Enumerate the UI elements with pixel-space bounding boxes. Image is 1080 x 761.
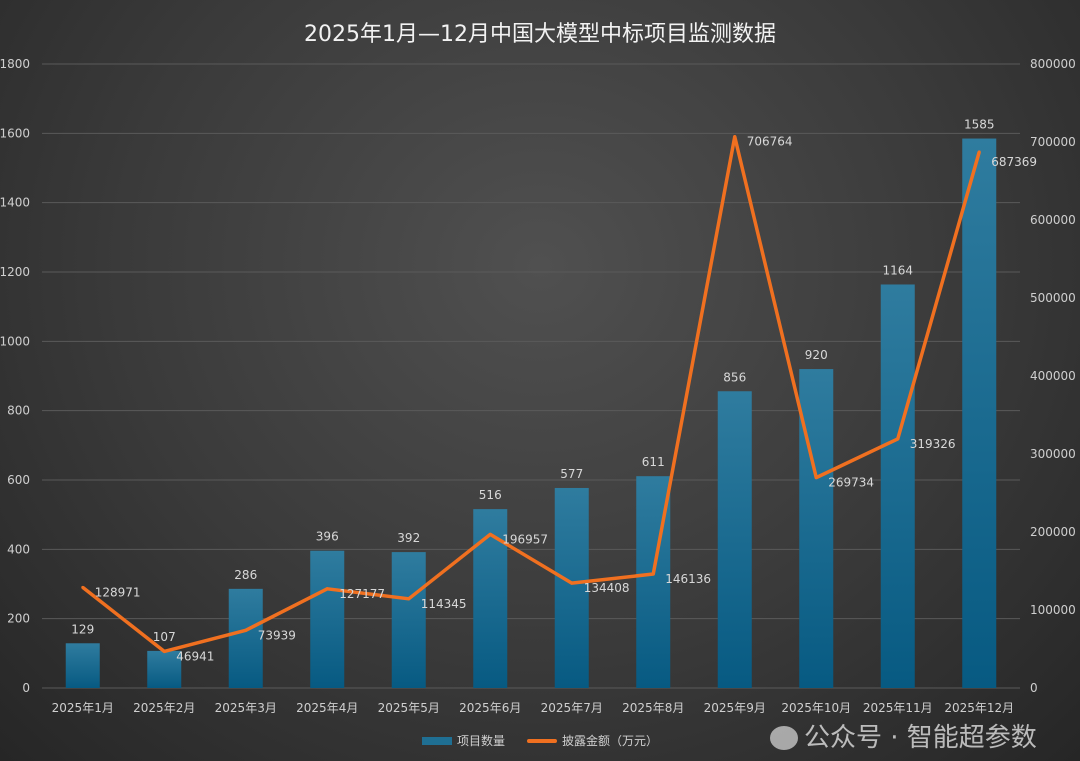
bar-data-label: 286 xyxy=(234,568,257,582)
bar-data-label: 856 xyxy=(723,370,746,384)
bar xyxy=(228,588,263,688)
left-axis-tick: 1400 xyxy=(0,196,30,210)
x-axis-tick: 2025年1月 xyxy=(52,701,114,715)
bar-data-label: 129 xyxy=(71,622,94,636)
x-axis-tick: 2025年3月 xyxy=(215,701,277,715)
line-data-label: 73939 xyxy=(258,628,296,642)
bar xyxy=(880,284,915,688)
line-series xyxy=(81,134,981,654)
bar-data-label: 611 xyxy=(642,455,665,469)
watermark: 公众号 · 智能超参数 xyxy=(770,723,1037,753)
left-axis-tick: 1200 xyxy=(0,265,30,279)
right-axis-tick: 600000 xyxy=(1030,213,1076,227)
bar-data-label: 920 xyxy=(805,348,828,362)
bar-data-label: 392 xyxy=(397,531,420,545)
line-data-label: 127177 xyxy=(339,587,385,601)
x-axis-tick: 2025年2月 xyxy=(133,701,195,715)
x-axis-tick: 2025年4月 xyxy=(296,701,358,715)
line-point xyxy=(244,628,248,632)
bar-data-label: 1585 xyxy=(964,118,995,132)
line-data-label: 706764 xyxy=(747,135,793,149)
bar xyxy=(717,391,752,688)
line-data-label: 114345 xyxy=(421,597,467,611)
right-axis-tick: 700000 xyxy=(1030,135,1076,149)
bar xyxy=(473,509,508,688)
line-data-label: 46941 xyxy=(176,649,214,663)
legend-swatch-line xyxy=(527,738,557,743)
right-axis-tick: 500000 xyxy=(1030,291,1076,305)
watermark-text: 公众号 · 智能超参数 xyxy=(804,723,1037,753)
x-axis-tick: 2025年9月 xyxy=(704,701,766,715)
x-axis-tick: 2025年6月 xyxy=(459,701,521,715)
line-point xyxy=(325,587,329,591)
legend: 项目数量 披露金额（万元） xyxy=(0,732,1080,749)
line-point xyxy=(570,581,574,585)
line-point xyxy=(651,572,655,576)
bar xyxy=(799,369,834,688)
line-point xyxy=(814,476,818,480)
right-axis-tick: 100000 xyxy=(1030,603,1076,617)
x-axis-tick: 2025年8月 xyxy=(622,701,684,715)
bar xyxy=(65,643,100,688)
bar xyxy=(310,550,345,688)
left-axis-tick: 200 xyxy=(7,612,30,626)
line-point xyxy=(407,597,411,601)
legend-label-bar: 项目数量 xyxy=(456,734,505,748)
bar-data-label: 1164 xyxy=(882,263,913,277)
bar xyxy=(391,552,426,688)
line-data-label: 319326 xyxy=(910,437,956,451)
line-data-label: 146136 xyxy=(665,572,711,586)
legend-item-line[interactable]: 披露金额（万元） xyxy=(527,732,658,749)
bar-data-label: 516 xyxy=(479,488,502,502)
line-data-label: 269734 xyxy=(828,476,874,490)
line-data-label: 196957 xyxy=(502,532,548,546)
line-data-label: 128971 xyxy=(95,585,141,599)
line-point xyxy=(81,585,85,589)
left-axis-tick: 400 xyxy=(7,542,30,556)
x-axis-tick: 2025年5月 xyxy=(378,701,440,715)
right-axis-tick: 800000 xyxy=(1030,57,1076,71)
line-point xyxy=(488,532,492,536)
line-point xyxy=(977,150,981,154)
line-data-label: 134408 xyxy=(584,581,630,595)
wechat-icon xyxy=(770,726,798,750)
left-axis-tick: 0 xyxy=(22,681,30,695)
x-axis-tick: 2025年12月 xyxy=(944,701,1014,715)
left-axis-tick: 800 xyxy=(7,404,30,418)
line-data-label: 687369 xyxy=(991,155,1037,169)
legend-item-bar[interactable]: 项目数量 xyxy=(421,732,505,749)
line-point xyxy=(733,135,737,139)
legend-label-line: 披露金额（万元） xyxy=(562,734,659,748)
bar-data-label: 396 xyxy=(316,530,339,544)
x-axis-tick: 2025年10月 xyxy=(781,701,851,715)
bar xyxy=(147,650,182,688)
line-point xyxy=(162,649,166,653)
legend-swatch-bar xyxy=(421,736,452,745)
x-axis-tick: 2025年11月 xyxy=(863,701,933,715)
bar-data-label: 107 xyxy=(153,630,176,644)
bar xyxy=(554,487,589,688)
chart-title: 2025年1月—12月中国大模型中标项目监测数据 xyxy=(304,22,776,47)
right-axis-tick: 400000 xyxy=(1030,369,1076,383)
right-axis-tick: 300000 xyxy=(1030,447,1076,461)
bar xyxy=(962,138,997,689)
left-axis-tick: 1600 xyxy=(0,126,30,140)
x-axis-tick: 2025年7月 xyxy=(541,701,603,715)
left-axis-tick: 1800 xyxy=(0,57,30,71)
bar-data-label: 577 xyxy=(560,467,583,481)
left-axis-tick: 1000 xyxy=(0,334,30,348)
line-point xyxy=(896,437,900,441)
right-axis-tick: 200000 xyxy=(1030,525,1076,539)
left-axis-tick: 600 xyxy=(7,473,30,487)
right-axis-tick: 0 xyxy=(1030,681,1038,695)
